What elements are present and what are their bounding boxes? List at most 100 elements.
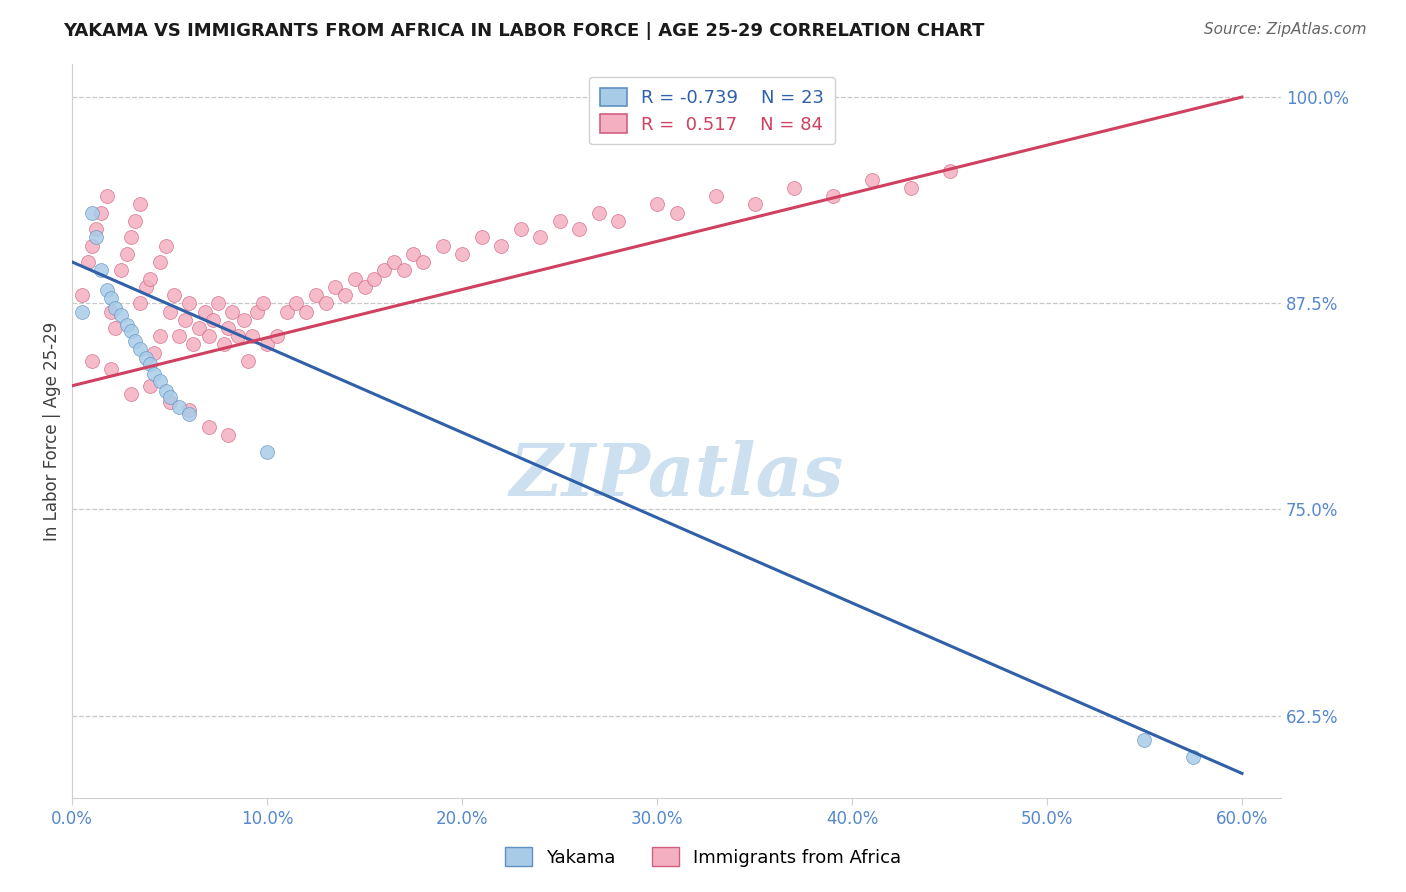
Legend: Yakama, Immigrants from Africa: Yakama, Immigrants from Africa (498, 840, 908, 874)
Point (432, 238, 454, 252)
Text: Source: ZipAtlas.com: Source: ZipAtlas.com (1204, 22, 1367, 37)
Point (110, 308, 132, 322)
Point (821, 189, 844, 203)
Legend: R = -0.739    N = 23, R =  0.517    N = 84: R = -0.739 N = 23, R = 0.517 N = 84 (589, 77, 835, 145)
Point (80, 354, 103, 368)
Point (240, 329, 263, 343)
Point (120, 324, 142, 338)
Point (70, 288, 93, 302)
Point (900, 181, 922, 195)
Point (155, 384, 177, 398)
Text: ZIPatlas: ZIPatlas (509, 440, 844, 510)
Point (305, 288, 328, 302)
Point (226, 329, 249, 343)
Point (124, 334, 146, 349)
Point (276, 304, 298, 318)
Point (782, 181, 804, 195)
Point (96, 189, 118, 203)
Point (139, 271, 162, 285)
Point (252, 296, 274, 310)
Point (363, 271, 385, 285)
Point (129, 197, 152, 211)
Point (169, 329, 191, 343)
Point (90, 263, 112, 277)
Point (120, 230, 142, 244)
Point (159, 395, 181, 409)
Point (149, 374, 172, 388)
Point (548, 214, 571, 228)
Point (236, 354, 259, 368)
Point (266, 329, 288, 343)
Point (188, 321, 211, 335)
Point (197, 420, 219, 434)
Point (333, 288, 356, 302)
Point (155, 238, 177, 252)
Point (938, 164, 960, 178)
Point (744, 197, 766, 211)
Point (860, 172, 883, 186)
Point (201, 312, 224, 326)
Point (217, 428, 239, 442)
Point (645, 197, 668, 211)
Point (100, 362, 122, 376)
Point (120, 387, 142, 401)
Point (179, 296, 201, 310)
Point (194, 304, 217, 318)
Point (295, 304, 318, 318)
Point (100, 304, 122, 318)
Point (1133, 733, 1156, 747)
Point (704, 189, 727, 203)
Point (174, 312, 197, 326)
Y-axis label: In Labor Force | Age 25-29: In Labor Force | Age 25-29 (44, 321, 60, 541)
Point (159, 390, 181, 404)
Point (110, 263, 132, 277)
Point (529, 230, 551, 244)
Point (451, 246, 474, 260)
Point (104, 301, 127, 316)
Point (84, 222, 107, 236)
Point (509, 222, 531, 236)
Point (588, 205, 610, 219)
Point (149, 329, 172, 343)
Point (256, 444, 278, 458)
Point (392, 263, 415, 277)
Point (232, 312, 254, 326)
Point (471, 230, 494, 244)
Point (343, 271, 366, 285)
Point (489, 238, 512, 252)
Point (207, 296, 229, 310)
Point (143, 345, 166, 359)
Point (353, 279, 375, 293)
Point (80, 238, 103, 252)
Point (70, 304, 93, 318)
Point (1182, 750, 1205, 764)
Point (115, 318, 138, 332)
Text: YAKAMA VS IMMIGRANTS FROM AFRICA IN LABOR FORCE | AGE 25-29 CORRELATION CHART: YAKAMA VS IMMIGRANTS FROM AFRICA IN LABO… (63, 22, 984, 40)
Point (124, 214, 146, 228)
Point (402, 246, 425, 260)
Point (382, 255, 405, 269)
Point (139, 378, 162, 392)
Point (149, 255, 172, 269)
Point (135, 279, 157, 293)
Point (256, 337, 278, 351)
Point (214, 337, 236, 351)
Point (179, 407, 201, 421)
Point (285, 296, 308, 310)
Point (80, 205, 103, 219)
Point (412, 255, 434, 269)
Point (100, 291, 122, 305)
Point (76, 255, 98, 269)
Point (179, 403, 201, 417)
Point (162, 288, 184, 302)
Point (221, 304, 243, 318)
Point (96, 283, 118, 297)
Point (84, 230, 107, 244)
Point (135, 351, 157, 365)
Point (197, 329, 219, 343)
Point (568, 222, 591, 236)
Point (181, 337, 204, 351)
Point (143, 367, 166, 381)
Point (104, 321, 127, 335)
Point (90, 205, 112, 219)
